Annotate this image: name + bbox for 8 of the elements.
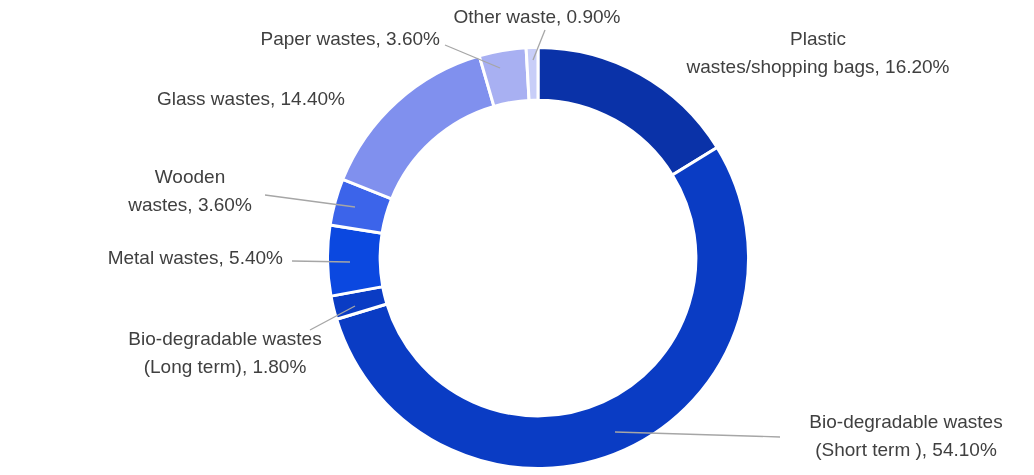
slice-label: Wooden wastes, 3.60% (127, 166, 252, 216)
slice-label: Bio-degradable wastes (Long term), 1.80% (128, 328, 322, 378)
slice-label: Glass wastes, 14.40% (157, 88, 346, 110)
slice-label: Metal wastes, 5.40% (107, 247, 284, 269)
slice-label: Plastic wastes/shopping bags, 16.20% (685, 28, 950, 78)
slice-label: Bio-degradable wastes (Short term ), 54.10% (809, 411, 1003, 461)
slice-label: Paper wastes, 3.60% (260, 28, 441, 50)
slice-label: Other waste, 0.90% (453, 6, 621, 28)
